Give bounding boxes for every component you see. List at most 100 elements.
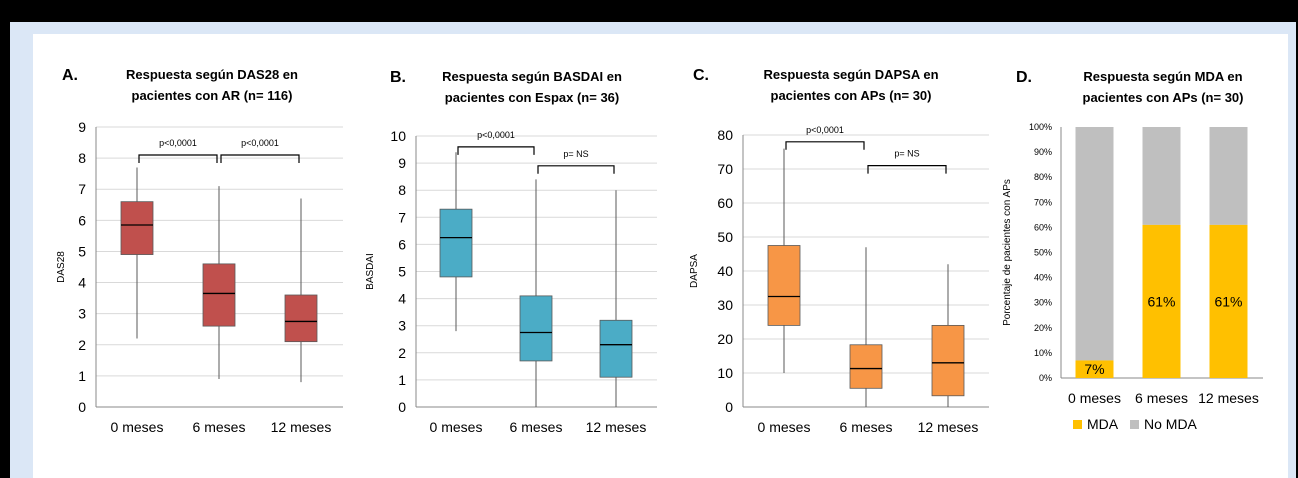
significance-bracket [457, 146, 535, 155]
x-category-label: 6 meses [193, 419, 246, 435]
y-tick-label: 70% [1034, 197, 1052, 207]
y-tick-label: 9 [78, 119, 86, 135]
y-tick-label: 0% [1039, 373, 1052, 383]
y-axis-title: Porcentaje de pacientes con APs [1002, 179, 1013, 326]
box-iqr [599, 319, 633, 378]
y-tick-label: 10% [1034, 348, 1052, 358]
y-tick-label: 2 [398, 345, 406, 361]
chart-title-line: pacientes con APs (n= 30) [1083, 90, 1244, 105]
y-tick-label: 20% [1034, 323, 1052, 333]
y-tick-label: 7 [78, 181, 86, 197]
y-tick-label: 5 [398, 264, 406, 280]
chart-title-line: pacientes con Espax (n= 36) [445, 90, 619, 105]
x-category-label: 0 meses [758, 419, 811, 435]
significance-bracket [220, 154, 300, 163]
legend-label-no-mda: No MDA [1144, 416, 1198, 432]
y-tick-label: 3 [78, 306, 86, 322]
chart-letter: B. [390, 69, 406, 86]
top-banner [0, 0, 1298, 20]
y-tick-label: 8 [398, 182, 406, 198]
box-iqr [767, 245, 801, 326]
box-iqr [849, 344, 883, 389]
y-tick-label: 6 [78, 212, 86, 228]
bar-segment-mda [1209, 224, 1248, 378]
y-tick-label: 1 [398, 372, 406, 388]
y-tick-label: 1 [78, 368, 86, 384]
box-iqr [519, 295, 553, 362]
y-tick-label: 80 [717, 127, 733, 143]
x-category-label: 12 meses [1198, 390, 1259, 406]
chart-title-line: Respuesta según DAS28 en [126, 67, 298, 82]
chart-title-line: Respuesta según BASDAI en [442, 69, 622, 84]
bar-segment-no-mda [1142, 127, 1181, 225]
x-category-label: 0 meses [1068, 390, 1121, 406]
bar-segment-mda [1142, 224, 1181, 378]
y-tick-label: 30 [717, 297, 733, 313]
significance-bracket [138, 154, 218, 163]
box-iqr [931, 324, 965, 397]
y-tick-label: 40% [1034, 273, 1052, 283]
y-tick-label: 40 [717, 263, 733, 279]
y-tick-label: 2 [78, 337, 86, 353]
y-tick-label: 50 [717, 229, 733, 245]
significance-label: p<0,0001 [241, 138, 279, 148]
y-tick-label: 5 [78, 243, 86, 259]
chart-c: C. Respuesta según DAPSA en pacientes con … [689, 67, 989, 435]
y-axis-title: BASDAI [365, 253, 376, 290]
chart-letter: A. [62, 67, 78, 84]
significance-bracket [867, 165, 947, 174]
y-tick-label: 9 [398, 155, 406, 171]
y-tick-label: 60 [717, 195, 733, 211]
x-category-label: 12 meses [271, 419, 332, 435]
chart-letter: D. [1016, 69, 1032, 86]
y-tick-label: 30% [1034, 298, 1052, 308]
box-iqr [439, 208, 473, 278]
bar-data-label: 61% [1147, 293, 1175, 309]
chart-title-line: pacientes con AR (n= 116) [132, 88, 293, 103]
legend-swatch-mda [1073, 420, 1082, 429]
chart-title-line: Respuesta según DAPSA en [763, 67, 938, 82]
y-tick-label: 6 [398, 236, 406, 252]
y-tick-label: 4 [78, 275, 86, 291]
chart-title-line: Respuesta según MDA en [1083, 69, 1242, 84]
x-category-label: 12 meses [918, 419, 979, 435]
y-tick-label: 10 [390, 128, 406, 144]
significance-label: p<0,0001 [477, 130, 515, 140]
y-tick-label: 90% [1034, 147, 1052, 157]
significance-bracket [537, 165, 615, 174]
y-tick-label: 7 [398, 209, 406, 225]
x-category-label: 0 meses [111, 419, 164, 435]
significance-label: p= NS [894, 149, 919, 159]
y-tick-label: 0 [78, 399, 86, 415]
x-category-label: 0 meses [430, 419, 483, 435]
significance-label: p<0,0001 [806, 125, 844, 135]
y-tick-label: 0 [725, 399, 733, 415]
x-category-label: 6 meses [1135, 390, 1188, 406]
significance-label: p= NS [563, 149, 588, 159]
chart-letter: C. [693, 67, 709, 84]
y-tick-label: 70 [717, 161, 733, 177]
significance-label: p<0,0001 [159, 138, 197, 148]
y-tick-label: 8 [78, 150, 86, 166]
chart-title-line: pacientes con APs (n= 30) [771, 88, 932, 103]
bar-segment-mda [1075, 360, 1114, 378]
x-category-label: 6 meses [840, 419, 893, 435]
box-iqr [284, 294, 318, 343]
y-tick-label: 0 [398, 399, 406, 415]
y-tick-label: 20 [717, 331, 733, 347]
y-tick-label: 3 [398, 318, 406, 334]
box-iqr [120, 201, 154, 255]
y-axis-title: DAPSA [689, 254, 700, 288]
box-iqr [202, 263, 236, 327]
y-axis-title: DAS28 [56, 251, 67, 283]
y-tick-label: 4 [398, 291, 406, 307]
bar-segment-no-mda [1075, 127, 1114, 361]
bar-segment-no-mda [1209, 127, 1248, 225]
chart-b: B. Respuesta según BASDAI en pacientes con… [365, 69, 657, 435]
y-tick-label: 60% [1034, 222, 1052, 232]
y-tick-label: 50% [1034, 248, 1052, 258]
chart-d: D. Respuesta según MDA en pacientes con AP… [1002, 69, 1263, 432]
significance-bracket [785, 141, 865, 150]
legend-label-mda: MDA [1087, 416, 1119, 432]
bar-data-label: 61% [1214, 293, 1242, 309]
